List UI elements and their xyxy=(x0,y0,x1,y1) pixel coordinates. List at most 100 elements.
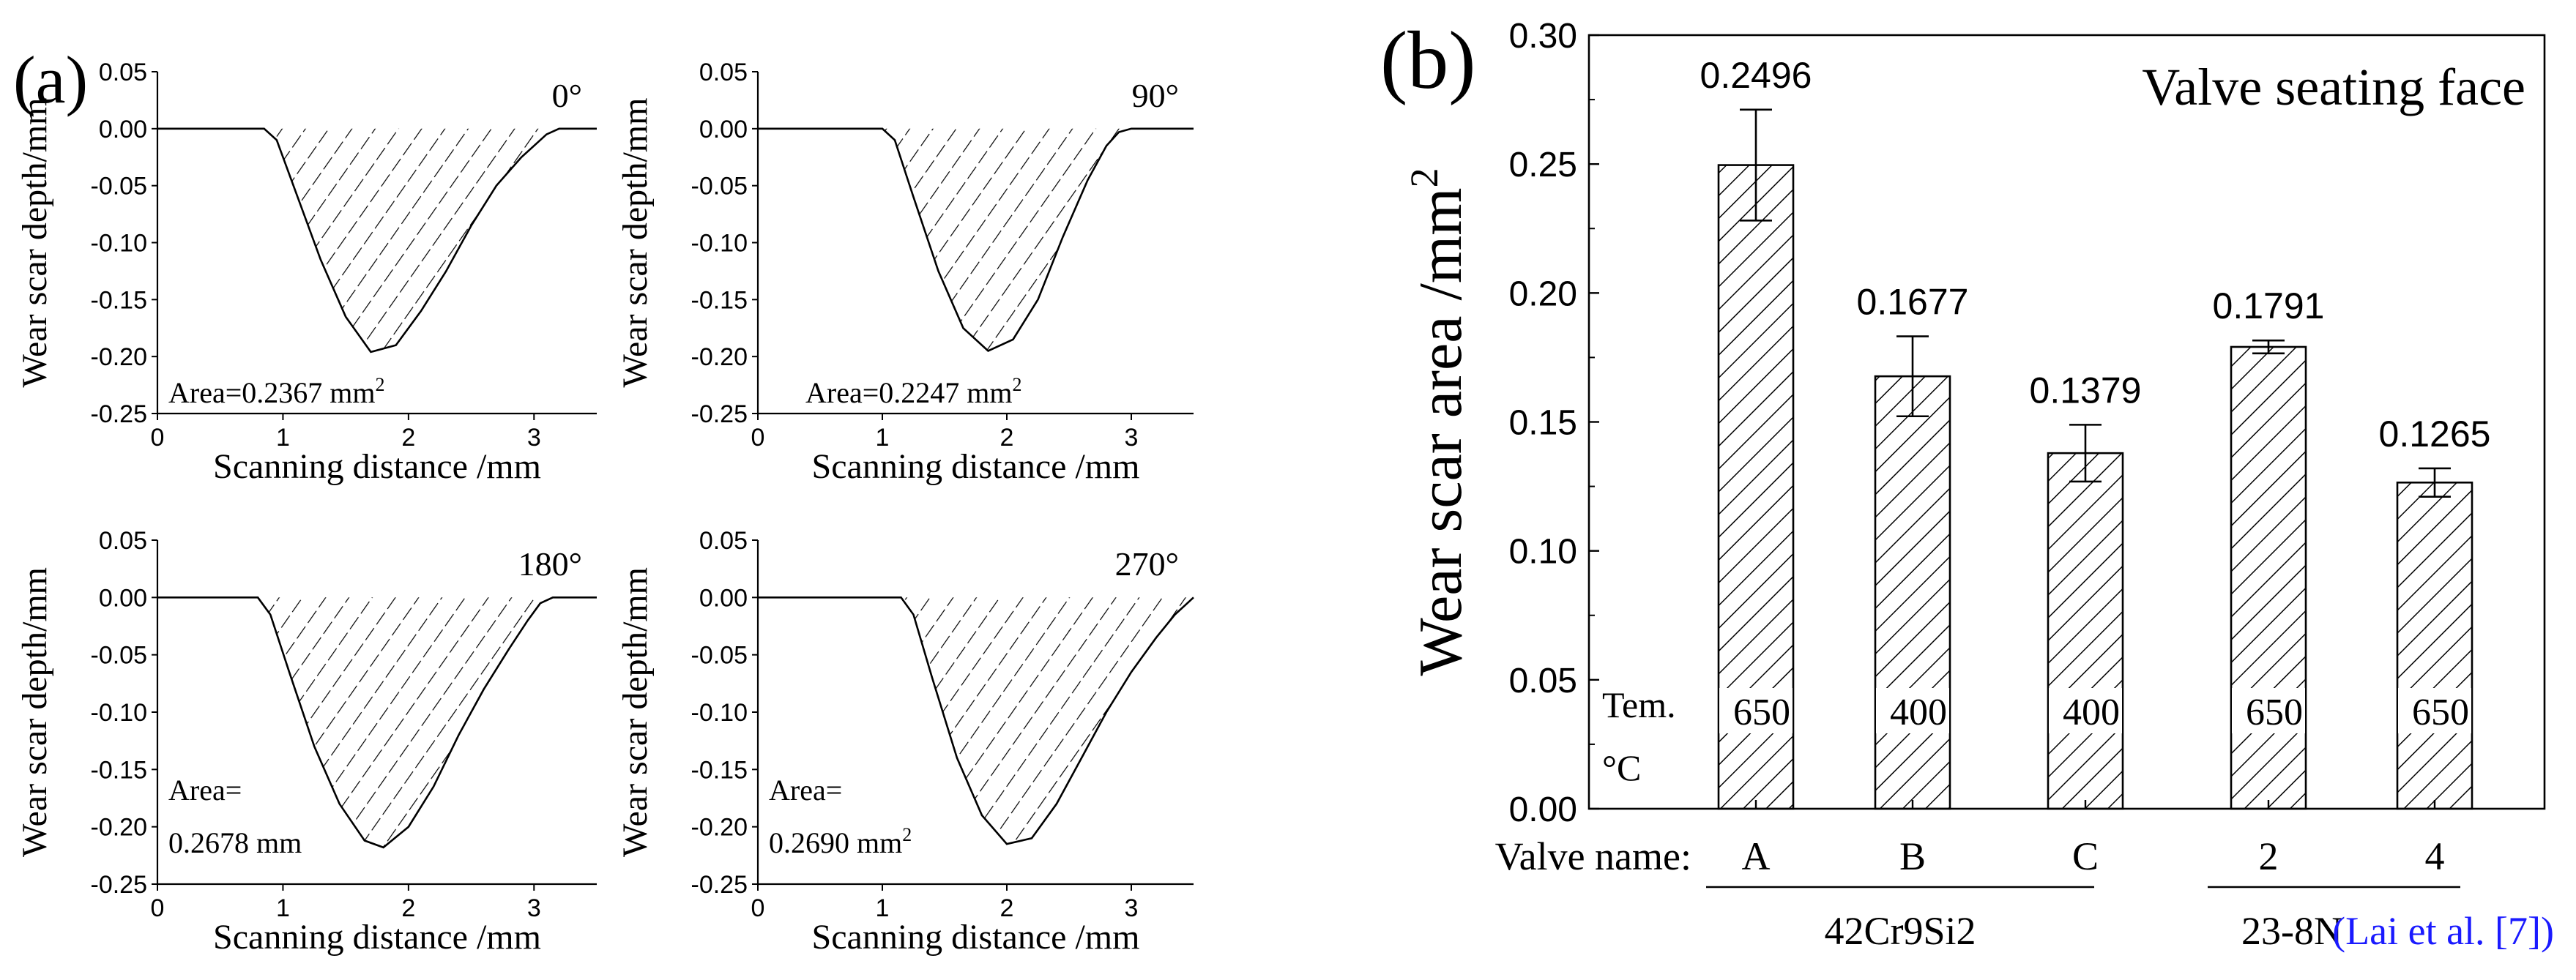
temperature-box xyxy=(1719,688,1793,733)
area-unit-superscript: 2 xyxy=(1013,374,1022,395)
area-value: 0.2690 mm2 xyxy=(769,824,912,859)
panel-b-label: (b) xyxy=(1380,15,1476,106)
wear-scar-area xyxy=(758,597,1194,845)
y-tick-label: -0.15 xyxy=(91,756,148,784)
y-tick-label: -0.20 xyxy=(91,343,148,371)
y-tick-label: -0.15 xyxy=(691,286,748,314)
y-axis-title: Wear scar depth/mm xyxy=(15,98,54,388)
x-tick-label: 1 xyxy=(876,424,890,452)
group-citation: (Lai et al. [7]) xyxy=(2332,909,2554,953)
wear-profile-line xyxy=(157,127,597,354)
x-tick-label: 3 xyxy=(527,894,541,922)
y-tick-label: -0.15 xyxy=(691,756,748,784)
temperature-label: 650 xyxy=(2412,692,2469,733)
x-tick-label: 1 xyxy=(276,894,290,922)
y-tick-label: -0.20 xyxy=(91,814,148,842)
wear-profile-line xyxy=(157,596,597,849)
y-tick-label: -0.25 xyxy=(91,871,148,899)
x-tick-label: 0 xyxy=(151,894,165,922)
y-axis-title: Wear scar area /mm2 xyxy=(1402,168,1475,676)
temperature-caption-line2: °C xyxy=(1602,747,1641,788)
temperature-label: 650 xyxy=(1733,692,1790,733)
x-axis-title: Scanning distance /mm xyxy=(812,918,1140,957)
area-label: Area=0.2367 mm2 xyxy=(168,374,385,409)
area-value: 0.2678 mm xyxy=(168,826,302,859)
x-axis-title: Scanning distance /mm xyxy=(812,447,1140,486)
x-tick-label: 2 xyxy=(401,424,415,452)
y-tick-label: 0.05 xyxy=(99,59,147,86)
y-tick-label: -0.05 xyxy=(91,642,148,670)
x-tick-label: 2 xyxy=(401,894,415,922)
temperature-caption-line1: Tem. xyxy=(1602,684,1676,725)
y-tick-label: 0.05 xyxy=(99,527,147,555)
chart-title: Valve seating face xyxy=(2142,58,2525,116)
y-tick-label: -0.05 xyxy=(691,642,748,670)
subplot-0deg: 0.05 0.00 -0.05 -0.10 -0.15 -0.20 -0.250 1 2 3 0° A… xyxy=(15,59,597,486)
y-tick-label: 0.00 xyxy=(699,584,748,612)
y-tick-label: -0.20 xyxy=(691,814,748,842)
y-tick-label: -0.25 xyxy=(691,400,748,428)
x-tick-label: 0 xyxy=(151,424,165,452)
y-tick-label: 0.00 xyxy=(1509,790,1577,829)
y-tick-label: 0.15 xyxy=(1509,404,1577,443)
subplot-180deg: 0.05 0.00 -0.05 -0.10 -0.15 -0.20 -0.250 1 2 3 180… xyxy=(15,527,597,957)
wear-profile-line xyxy=(758,596,1194,845)
orientation-label: 90° xyxy=(1132,77,1179,114)
y-tick-label: -0.10 xyxy=(91,699,148,727)
group-label-42Cr9Si2: 42Cr9Si2 xyxy=(1824,909,1976,953)
panel-a-label: (a) xyxy=(13,42,88,117)
bar-4 xyxy=(2396,481,2473,810)
x-tick-label: 0 xyxy=(751,894,765,922)
orientation-label: 180° xyxy=(518,545,582,583)
bar-B xyxy=(1874,375,1951,810)
temperature-box xyxy=(2049,688,2122,733)
category-label: A xyxy=(1742,834,1771,878)
y-tick-label: 0.00 xyxy=(99,116,147,143)
x-axis-title: Scanning distance /mm xyxy=(213,918,541,957)
wear-profile-line xyxy=(758,127,1194,352)
y-tick-label: 0.05 xyxy=(699,527,748,555)
temperature-label: 400 xyxy=(2063,692,2120,733)
subplot-90deg: 0.05 0.00 -0.05 -0.10 -0.15 -0.20 -0.250 1 2 3 90°… xyxy=(616,59,1194,486)
category-label: 2 xyxy=(2259,834,2279,878)
x-tick-label: 2 xyxy=(1000,894,1014,922)
temperature-box xyxy=(2232,688,2305,733)
value-label: 0.1677 xyxy=(1857,282,1969,323)
area-unit-superscript: 2 xyxy=(902,824,912,845)
subplot-270deg: 0.05 0.00 -0.05 -0.10 -0.15 -0.20 -0.250 1 2 3 270… xyxy=(616,527,1194,957)
y-tick-label: -0.20 xyxy=(691,343,748,371)
x-tick-label: 3 xyxy=(1125,424,1139,452)
group-label-23-8N: 23-8N xyxy=(2241,909,2342,953)
x-tick-label: 1 xyxy=(876,894,890,922)
y-tick-label: -0.10 xyxy=(91,230,148,258)
x-tick-label: 1 xyxy=(276,424,290,452)
x-tick-label: 3 xyxy=(527,424,541,452)
x-tick-label: 3 xyxy=(1125,894,1139,922)
value-label: 0.1265 xyxy=(2379,414,2491,455)
panel-a: (a) 0.050.00-0.05-0.10-0.15-0.20-0.250 1 2… xyxy=(13,42,1194,957)
y-tick-label: 0.20 xyxy=(1509,274,1577,313)
area-unit-superscript: 2 xyxy=(376,374,385,395)
orientation-label: 270° xyxy=(1115,545,1179,583)
wear-scar-area xyxy=(758,128,1194,351)
area-label: Area=0.2247 mm2 xyxy=(805,374,1022,409)
y-tick-label: -0.10 xyxy=(691,699,748,727)
y-tick-label: -0.25 xyxy=(91,400,148,428)
orientation-label: 0° xyxy=(552,77,582,114)
y-tick-label: 0.30 xyxy=(1509,17,1577,56)
panel-b: (b) 0.00 0.05 0.10 0.15 0.20 0.25 0.30 Wear sca… xyxy=(1380,15,2554,953)
y-axis-title: Wear scar depth/mm xyxy=(616,567,655,857)
y-axis-title-superscript: 2 xyxy=(1402,168,1446,187)
y-tick-label: -0.05 xyxy=(691,173,748,201)
y-axis-title: Wear scar depth/mm xyxy=(616,98,655,388)
y-tick-label: 0.05 xyxy=(1509,662,1577,700)
bar-chart: 0.00 0.05 0.10 0.15 0.20 0.25 0.30 Wear scar ar… xyxy=(1402,17,2554,953)
y-tick-label: 0.00 xyxy=(99,584,147,612)
y-tick-label: -0.15 xyxy=(91,286,148,314)
y-tick-label: -0.10 xyxy=(691,230,748,258)
y-tick-label: 0.00 xyxy=(699,116,748,143)
y-tick-label: -0.05 xyxy=(91,173,148,201)
temperature-box xyxy=(2398,688,2471,733)
temperature-label: 400 xyxy=(1890,692,1947,733)
